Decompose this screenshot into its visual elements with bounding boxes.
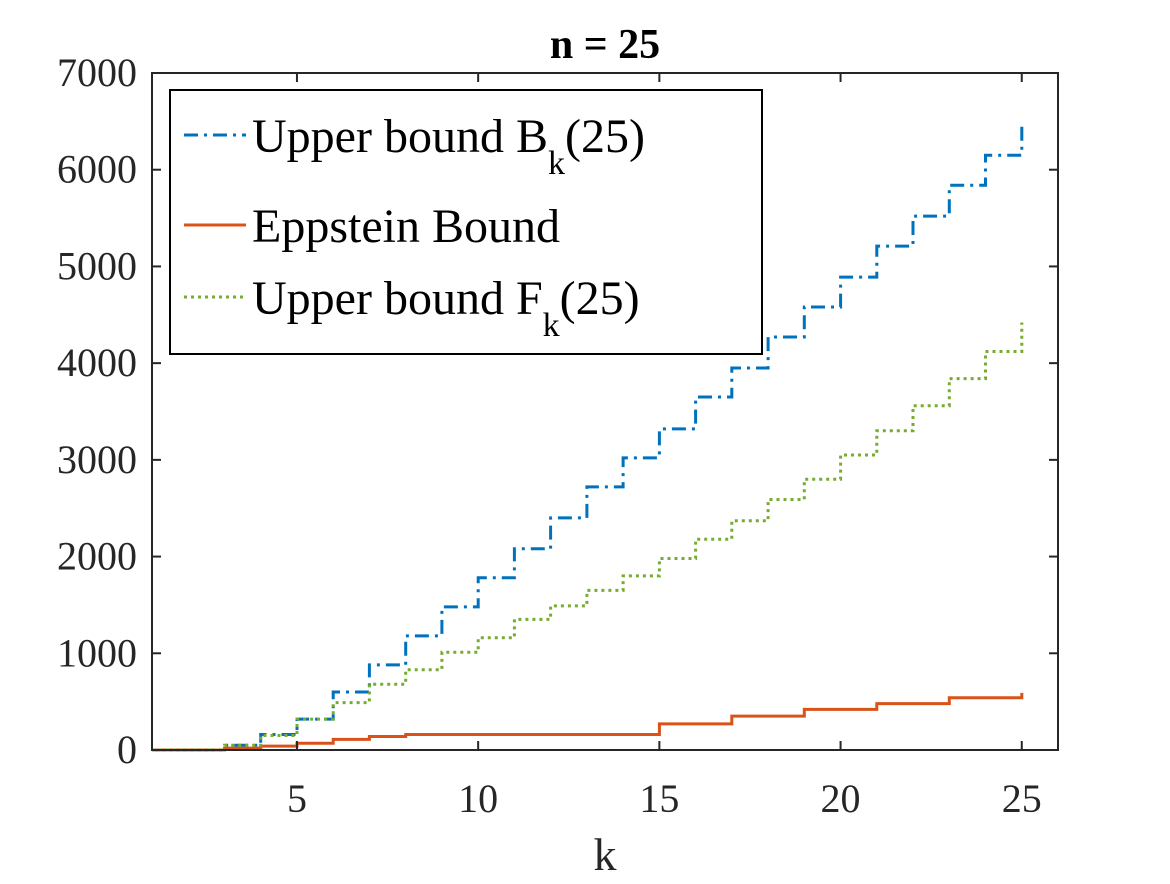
x-tick-label: 5 [287,776,307,821]
series-line-3 [152,322,1024,752]
y-tick-label: 7000 [57,50,137,95]
legend-label-1: Upper bound Bk(25) [252,110,645,182]
y-tick-label: 1000 [57,630,137,675]
legend-box [169,89,763,355]
y-tick-label: 5000 [57,243,137,288]
x-axis-ticks: 5 10 15 20 25 [287,73,1042,821]
legend-label-2: Eppstein Bound [252,200,560,253]
x-tick-label: 20 [821,776,861,821]
y-tick-label: 6000 [57,147,137,192]
legend-label-3: Upper bound Fk(25) [252,272,640,344]
y-tick-label: 3000 [57,437,137,482]
axes-layer [151,72,1059,751]
plot-frame [151,72,1059,751]
chart-title: n = 25 [550,22,660,68]
x-tick-label: 15 [639,776,679,821]
y-tick-label: 0 [117,727,137,772]
x-tick-label: 10 [458,776,498,821]
series-line-1 [152,126,1024,752]
y-tick-label: 2000 [57,534,137,579]
x-axis-label: k [594,829,617,880]
legend: Upper bound Bk(25) Eppstein Bound Upper bo… [169,89,763,355]
x-tick-label: 25 [1002,776,1042,821]
y-tick-label: 4000 [57,340,137,385]
y-axis-ticks: 0 1000 2000 3000 4000 5000 6000 7000 [57,50,1058,772]
